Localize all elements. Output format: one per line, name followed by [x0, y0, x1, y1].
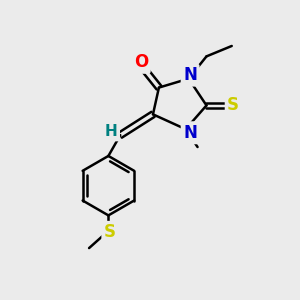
Text: N: N — [183, 124, 197, 142]
Text: N: N — [183, 66, 197, 84]
Text: H: H — [105, 124, 118, 139]
Text: S: S — [227, 96, 239, 114]
Text: S: S — [104, 223, 116, 241]
Text: O: O — [134, 53, 148, 71]
